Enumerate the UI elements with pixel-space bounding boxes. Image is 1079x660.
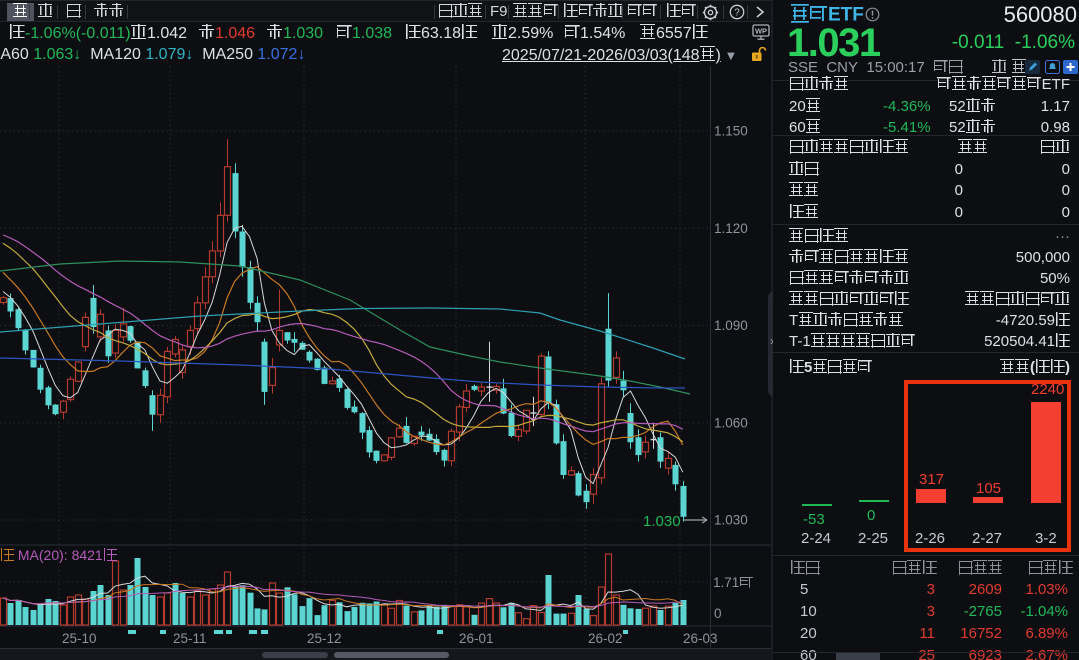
svg-text:25-12: 25-12 <box>307 631 342 646</box>
svg-text:?: ? <box>734 8 740 19</box>
svg-text:1.090: 1.090 <box>714 318 748 333</box>
svg-text:25-11: 25-11 <box>173 631 207 646</box>
svg-text:1.030: 1.030 <box>714 513 748 528</box>
svg-text:26-01: 26-01 <box>459 631 494 646</box>
svg-text:1.150: 1.150 <box>714 124 748 139</box>
svg-text:26-03: 26-03 <box>683 631 718 646</box>
svg-text:WP: WP <box>755 27 767 36</box>
svg-text:25-10: 25-10 <box>62 631 97 646</box>
svg-text:1.060: 1.060 <box>714 415 748 430</box>
svg-text:26-02: 26-02 <box>588 631 623 646</box>
svg-text:1.030: 1.030 <box>643 513 681 530</box>
svg-text:0: 0 <box>714 606 722 621</box>
svg-text:1.120: 1.120 <box>714 221 748 236</box>
